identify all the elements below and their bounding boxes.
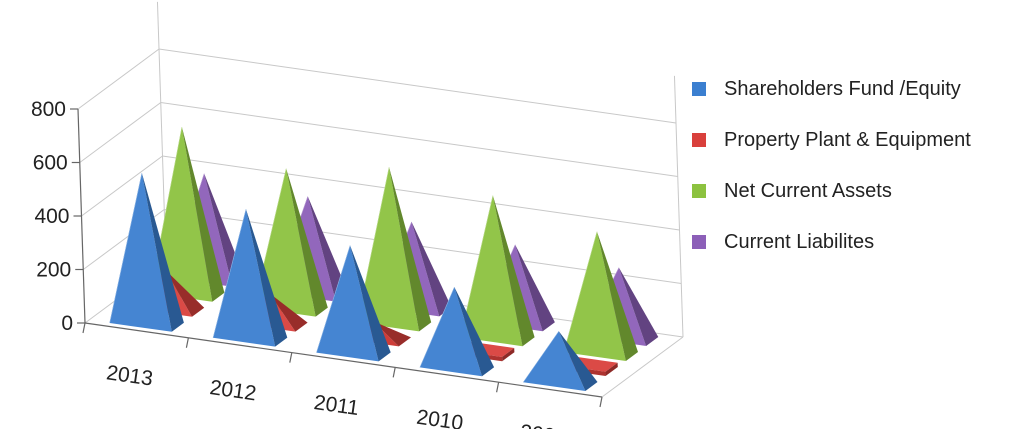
x-tick — [185, 337, 189, 348]
chart-marks — [109, 126, 659, 391]
y-tick-label: 600 — [33, 152, 68, 175]
x-tick-label: 2012 — [208, 376, 257, 405]
x-tick — [82, 322, 86, 334]
legend-label: Current Liabilites — [724, 230, 875, 253]
legend-swatch — [692, 133, 706, 147]
y-tick-label: 0 — [61, 312, 73, 335]
pyramid-mark — [523, 331, 598, 391]
pyramid-mark — [419, 287, 495, 377]
x-axis-line — [84, 322, 603, 398]
pyramid-mark — [460, 195, 535, 347]
chart-legend: Shareholders Fund /Equity Property Plant… — [692, 76, 1012, 280]
legend-item: Property Plant & Equipment — [692, 127, 1012, 153]
y-axis-tick-labels: 0 200 400 600 800 — [31, 98, 73, 335]
x-tick — [599, 396, 603, 408]
pyramid-mark — [253, 168, 328, 317]
floor-right-edge — [601, 336, 684, 398]
y-tick-label: 400 — [34, 205, 69, 228]
legend-label: Shareholders Fund /Equity — [724, 77, 961, 100]
legend-swatch — [692, 82, 706, 96]
x-tick-label: 2009 — [518, 420, 567, 429]
pyramid-mark — [212, 209, 288, 347]
legend-swatch — [692, 235, 706, 249]
legend-item: Current Liabilites — [692, 229, 1012, 255]
x-tick-label: 2013 — [105, 361, 154, 390]
legend-label: Property Plant & Equipment — [724, 128, 971, 151]
pyramid-mark — [109, 173, 184, 332]
x-tick — [496, 382, 500, 393]
legend-label: Net Current Assets — [724, 179, 892, 202]
x-tick — [289, 352, 293, 363]
y-tick-label: 800 — [31, 98, 66, 121]
x-tick — [392, 367, 396, 378]
pyramid-mark — [563, 231, 638, 361]
x-axis-tick-labels: 2013 2012 2011 2010 2009 — [105, 361, 568, 429]
gridline — [77, 48, 677, 124]
x-tick-label: 2010 — [415, 406, 464, 429]
back-right-edge — [673, 75, 684, 338]
pyramid-mark — [316, 245, 391, 362]
legend-item: Shareholders Fund /Equity — [692, 76, 1012, 102]
legend-swatch — [692, 184, 706, 198]
y-tick-label: 200 — [36, 259, 71, 282]
pyramid-mark — [356, 167, 432, 332]
x-tick-label: 2011 — [312, 391, 360, 420]
legend-item: Net Current Assets — [692, 178, 1012, 204]
gridline — [79, 101, 678, 177]
